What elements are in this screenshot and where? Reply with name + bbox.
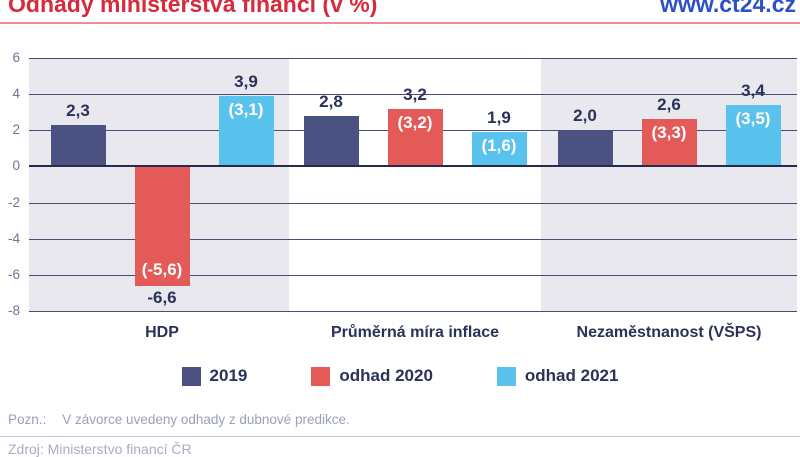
gridline--6 [29,275,797,276]
bar-odhad-2021-2 [725,105,781,167]
legend-swatch [311,366,331,386]
bar-value-label: 3,2 [403,84,427,104]
chart-legend: 2019 odhad 2020 odhad 2021 [0,366,800,386]
source-label: Zdroj: Ministerstvo financí ČR [8,441,192,457]
bar-odhad-2020-1 [387,108,443,167]
chart-title: Odhady ministerstva financí (v %) [8,0,378,17]
legend-label: odhad 2021 [524,366,619,385]
bar-odhad-2021-0 [218,96,274,167]
category-label-0: HDP [145,324,179,341]
bar-odhad-2020-0 [134,166,190,286]
bar-value-label: 1,9 [487,108,511,128]
legend-swatch [496,366,516,386]
bar-april-label: (1,6) [481,136,517,156]
y-tick-label: -6 [7,267,20,282]
bar-odhad-2020-2 [641,119,697,167]
y-tick-label: 4 [12,86,20,101]
bar-2019-1 [303,115,359,167]
bar-april-label: (3,3) [651,123,687,143]
bar-april-label: (3,5) [735,109,771,128]
bar-value-label: 3,4 [741,81,765,100]
y-tick-label: -8 [7,303,20,318]
category-label-2: Nezaměstnanost (VŠPS) [576,324,762,341]
footer-divider [0,436,800,437]
legend-label: 2019 [209,366,248,385]
header-divider [0,22,800,24]
plot-band-1 [289,58,541,311]
bar-odhad-2021-1 [471,132,527,167]
legend-label: odhad 2020 [339,366,433,385]
footnote-text: V závorce uvedeny odhady z dubnové predi… [62,412,350,427]
bar-value-label: -6,6 [147,287,177,307]
bar-value-label: 2,0 [573,106,597,126]
y-tick-label: -4 [7,231,20,246]
legend-item-odhad-2020: odhad 2020 [311,366,433,386]
plot-band-2 [541,58,797,311]
gridline--8 [29,311,797,312]
footnote: Pozn.: V závorce uvedeny odhady z dubnové… [8,412,350,427]
gridline-4 [29,94,797,95]
bar-april-label: (3,2) [397,112,433,132]
bar-value-label: 3,9 [234,72,258,91]
gridline--4 [29,239,797,240]
y-tick-label: 2 [12,122,20,137]
bar-value-label: 2,8 [319,91,343,111]
legend-item-2019: 2019 [181,366,248,386]
legend-swatch [181,366,201,386]
gridline--2 [29,203,797,204]
bar-value-label: 2,3 [66,100,90,120]
bar-2019-2 [557,130,613,167]
y-tick-label: 6 [12,50,20,65]
bar-april-label: (-5,6) [141,259,183,279]
bar-april-label: (3,1) [228,100,264,119]
zero-axis-line [29,165,797,167]
legend-item-odhad-2021: odhad 2021 [496,366,619,386]
footnote-prefix: Pozn.: [8,412,47,427]
y-tick-label: 0 [12,158,20,173]
bar-value-label: 2,6 [657,95,681,115]
bar-2019-0 [50,124,106,167]
y-tick-label: -2 [7,195,20,210]
gridline-6 [29,58,797,59]
category-label-1: Průměrná míra inflace [330,324,500,341]
website-label: www.ct24.cz [660,0,796,17]
